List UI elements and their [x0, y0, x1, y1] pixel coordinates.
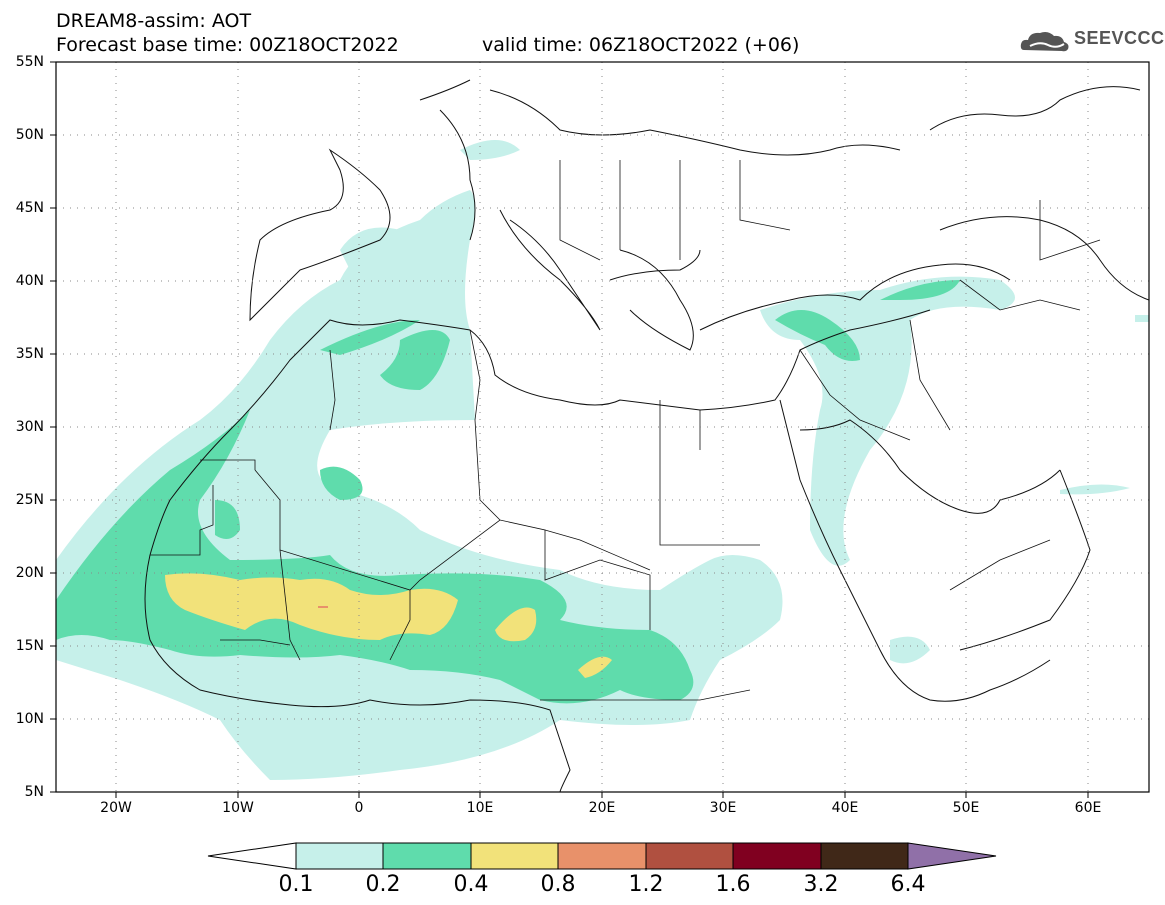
colorbar-swatch-4	[645, 842, 734, 870]
forecast-base-time: Forecast base time: 00Z18OCT2022	[56, 34, 399, 56]
cloud-logo-icon	[1020, 32, 1069, 52]
logo-text: SEEVCCC	[1074, 28, 1165, 48]
ticks	[50, 61, 1089, 798]
lon-label: 10E	[466, 800, 494, 816]
lat-label: 40N	[15, 273, 44, 289]
lat-label: 30N	[15, 419, 44, 435]
lat-label: 25N	[15, 492, 44, 508]
colorbar-swatch-3	[557, 842, 647, 870]
colorbar	[207, 842, 997, 870]
lat-label: 45N	[15, 200, 44, 216]
lat-label: 55N	[15, 54, 44, 70]
aot-contour-high	[165, 573, 612, 678]
valid-time: valid time: 06Z18OCT2022 (+06)	[482, 34, 800, 56]
borders	[150, 160, 1101, 701]
map-title: DREAM8-assim: AOT	[56, 10, 252, 32]
lon-label: 30E	[709, 800, 737, 816]
lat-label: 50N	[15, 127, 44, 143]
colorbar-below-arrow	[207, 842, 297, 870]
lat-label: 15N	[15, 638, 44, 654]
lon-label: 20W	[100, 800, 132, 816]
colorbar-swatch-5	[732, 842, 822, 870]
lat-label: 35N	[15, 346, 44, 362]
aot-contour-mid	[56, 280, 960, 704]
lon-label: 40E	[831, 800, 859, 816]
lon-label: 10W	[222, 800, 254, 816]
lon-label: 60E	[1074, 800, 1102, 816]
colorbar-label: 0.1	[278, 872, 314, 897]
colorbar-swatch-0	[295, 842, 384, 870]
coastlines	[144, 79, 1149, 792]
lon-label: 0	[354, 800, 364, 816]
lat-label: 5N	[24, 784, 44, 800]
colorbar-swatch-1	[382, 842, 472, 870]
lat-label: 20N	[15, 565, 44, 581]
colorbar-label: 0.8	[540, 872, 576, 897]
colorbar-above-arrow	[907, 842, 997, 870]
lat-label: 10N	[15, 711, 44, 727]
colorbar-label: 1.2	[628, 872, 664, 897]
colorbar-label: 6.4	[890, 872, 926, 897]
colorbar-swatch-2	[470, 842, 559, 870]
lon-label: 50E	[952, 800, 980, 816]
colorbar-label: 3.2	[803, 872, 839, 897]
colorbar-swatch-6	[820, 842, 909, 870]
colorbar-label: 0.2	[365, 872, 401, 897]
lon-label: 20E	[588, 800, 616, 816]
graticule	[56, 62, 1149, 792]
colorbar-label: 0.4	[453, 872, 489, 897]
colorbar-label: 1.6	[715, 872, 751, 897]
